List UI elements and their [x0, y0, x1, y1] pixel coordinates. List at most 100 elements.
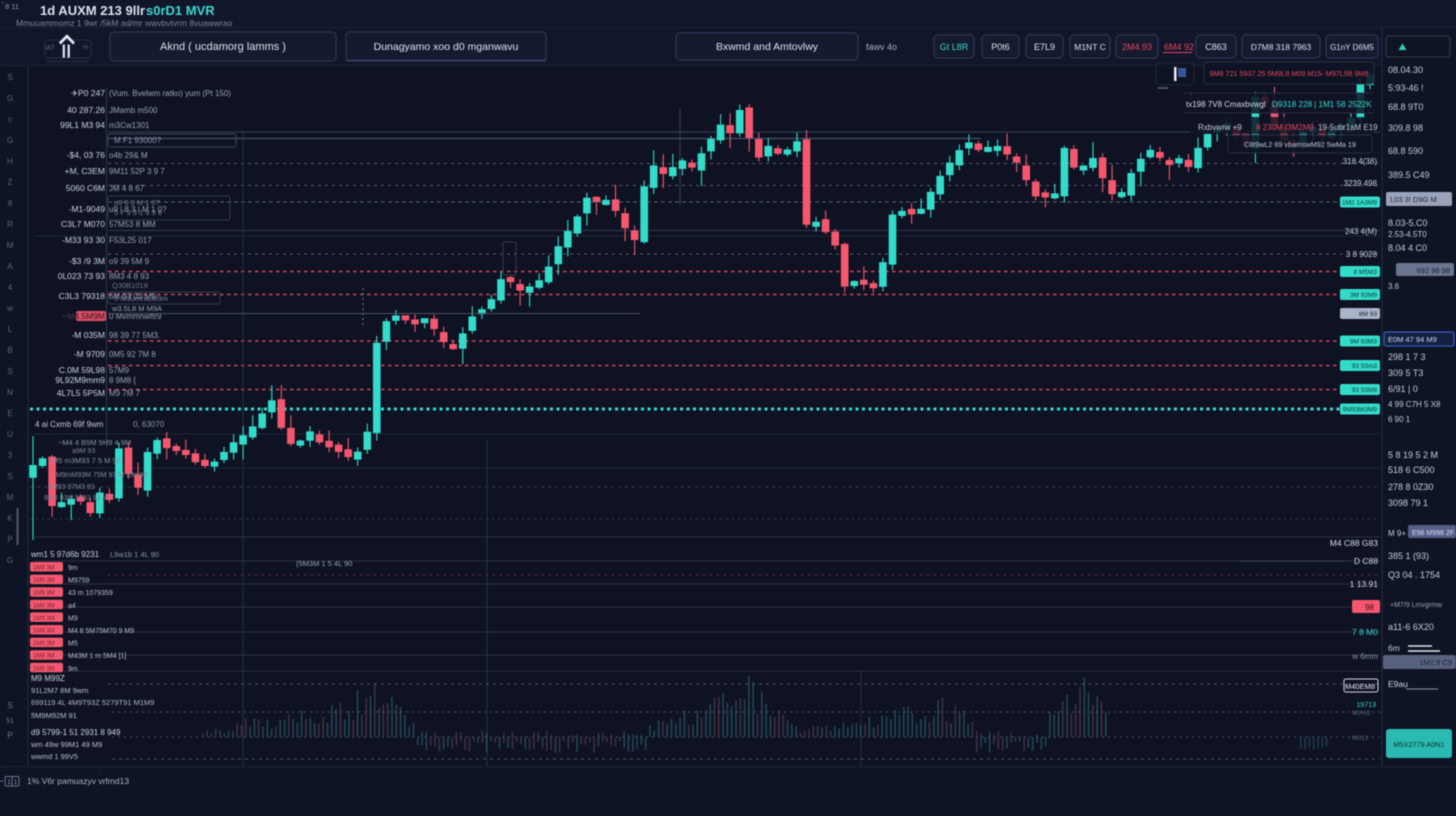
svg-text:309 5 T3: 309 5 T3: [1388, 368, 1423, 378]
svg-text:5M9M92M 91: 5M9M92M 91: [31, 711, 77, 720]
svg-text:N: N: [7, 388, 13, 397]
svg-text:M4 8 5M75M70 9 M9: M4 8 5M75M70 9 M9: [68, 628, 134, 635]
svg-text:8 M5M3: 8 M5M3: [1354, 269, 1378, 276]
svg-text:57M9: 57M9: [109, 366, 130, 375]
svg-text:o9 39 5M 9: o9 39 5M 9: [109, 257, 150, 266]
svg-text:a4: a4: [68, 603, 76, 610]
svg-text:C8t9wL2 69 vbamswM92 5wMa 19: C8t9wL2 69 vbamswM92 5wMa 19: [1244, 140, 1356, 149]
svg-text:4 ai Cxmb 69f 9wm: 4 ai Cxmb 69f 9wm: [35, 420, 104, 429]
svg-text:F53L25 017: F53L25 017: [109, 236, 152, 245]
svg-text:8M0 93M 5793 93 M: 8M0 93M 5793 93 M: [44, 495, 108, 502]
svg-text:M4 C88 G83: M4 C88 G83: [1330, 538, 1378, 548]
svg-text:Q30B1018: Q30B1018: [112, 281, 148, 290]
svg-text:+M, C3EM: +M, C3EM: [65, 166, 105, 176]
svg-text:D7M8 318 7963: D7M8 318 7963: [1251, 42, 1312, 52]
svg-text:M9mM93M 75M 93 M 93m93: M9mM93M 75M 93 M 93m93: [56, 472, 148, 479]
svg-text:E98 M998 2F: E98 M998 2F: [1412, 530, 1454, 537]
svg-text:1M9 3M: 1M9 3M: [33, 666, 55, 672]
svg-text:a9M 93: a9M 93: [72, 448, 95, 455]
svg-text:wm 49w 99M1 49 M9: wm 49w 99M1 49 M9: [30, 740, 102, 749]
svg-text:-$4, 03 76: -$4, 03 76: [67, 150, 106, 160]
svg-text:M 9+: M 9+: [1388, 529, 1406, 538]
svg-text:E0M 47 94 M9: E0M 47 94 M9: [1388, 335, 1437, 344]
svg-text:tx198 7V8 Cmaxbvwgl: tx198 7V8 Cmaxbvwgl: [1186, 100, 1266, 109]
svg-text:M43M 1 m 5M4 [1]: M43M 1 m 5M4 [1]: [68, 653, 126, 660]
svg-text:~M4 4 B5M 9H9 4 9M: ~M4 4 B5M 9H9 4 9M: [58, 438, 131, 447]
svg-text:5060 C6M: 5060 C6M: [66, 183, 105, 193]
svg-text:4 99 C7H 5 X8: 4 99 C7H 5 X8: [1388, 400, 1441, 409]
svg-text:1: 1: [7, 780, 11, 786]
svg-text:U: U: [7, 430, 13, 439]
svg-text:d9 5799-1 51 2931 8 949: d9 5799-1 51 2931 8 949: [31, 728, 121, 737]
svg-text:98 39 77 5M3.: 98 39 77 5M3.: [109, 331, 160, 340]
svg-text:C3L3 79318: C3L3 79318: [59, 291, 106, 301]
svg-text:w 6mm: w 6mm: [1351, 652, 1378, 661]
svg-text:0 Mvmmnwftr9: 0 Mvmmnwftr9: [109, 312, 162, 321]
svg-text:4L7L5 5P5M: 4L7L5 5P5M: [57, 388, 105, 398]
svg-text:3239 498: 3239 498: [1344, 179, 1378, 188]
svg-text:51: 51: [6, 718, 14, 725]
svg-text:Bxwmd and Amtovlwy: Bxwmd and Amtovlwy: [716, 41, 819, 53]
svg-text:699119 4L 4M9T93Z 5279T91 M1M9: 699119 4L 4M9T93Z 5279T91 M1M9: [31, 698, 154, 707]
svg-text:91L2M7 8M 9wm: 91L2M7 8M 9wm: [31, 686, 89, 695]
svg-text:G: G: [7, 94, 13, 103]
svg-text:E9au: E9au: [1388, 679, 1408, 689]
svg-text:3 8 9028: 3 8 9028: [1346, 250, 1378, 259]
svg-text:a11-6 6X20: a11-6 6X20: [1388, 622, 1434, 632]
svg-text:8 230M /3M2M9: 8 230M /3M2M9: [1256, 123, 1314, 132]
svg-text:1 13.91: 1 13.91: [1350, 579, 1379, 589]
svg-text:G: G: [7, 136, 13, 145]
svg-text:M9 M99Z: M9 M99Z: [31, 674, 65, 683]
svg-text:1: 1: [14, 780, 18, 786]
svg-text:389.5 C49: 389.5 C49: [1388, 170, 1430, 180]
svg-text:✈: ✈: [71, 89, 78, 98]
svg-text:1M9 3M: 1M9 3M: [33, 578, 55, 584]
svg-text:6m: 6m: [1388, 643, 1400, 653]
svg-text:D9318 228: D9318 228: [1272, 100, 1313, 109]
svg-text:1M9 3M: 1M9 3M: [33, 603, 55, 609]
svg-text:6M 03 03 M9: 6M 03 03 M9: [109, 292, 156, 301]
svg-text:5M93 97M3 93: 5M93 97M3 93: [48, 484, 95, 491]
svg-text:08.04.30: 08.04.30: [1388, 65, 1423, 75]
svg-text:w: w: [6, 304, 13, 313]
svg-text:wwmd 1 99V5: wwmd 1 99V5: [30, 752, 78, 761]
svg-text:M: M: [7, 241, 14, 250]
svg-text:·: ·: [99, 766, 102, 775]
svg-text:Mmuuammomz 1 9wr /5kM ad/mr ww: Mmuuammomz 1 9wr /5kM ad/mr wwvbvtvrm 8v…: [16, 18, 233, 28]
svg-text:u9 | 8 3 | M 1 0?: u9 | 8 3 | M 1 0?: [109, 205, 167, 214]
svg-text:6M4 92: 6M4 92: [1164, 42, 1194, 52]
svg-text:9M93M3M9: 9M93M3M9: [1343, 407, 1378, 414]
svg-text:1M9 3M: 1M9 3M: [33, 616, 55, 622]
svg-text:5 M3umnatM9m: 5 M3umnatM9m: [114, 294, 168, 303]
svg-text:8M 93: 8M 93: [1359, 311, 1377, 318]
svg-text:1M9 3M: 1M9 3M: [33, 591, 55, 597]
svg-text:43 m 1079359: 43 m 1079359: [68, 590, 113, 597]
svg-text:Z: Z: [8, 178, 13, 187]
svg-text:1M2.9 C9: 1M2.9 C9: [1419, 658, 1452, 667]
svg-text:s0rD1 MVR: s0rD1 MVR: [146, 3, 215, 18]
svg-text:C863: C863: [1205, 42, 1227, 52]
svg-text:M9%3: M9%3: [1352, 710, 1371, 717]
svg-text:E7L9: E7L9: [1034, 42, 1055, 52]
svg-text:1M9 3M: 1M9 3M: [33, 641, 55, 647]
svg-text:(5M3M 1 5 4L 90: (5M3M 1 5 4L 90: [296, 559, 352, 568]
svg-text:M012: M012: [1352, 735, 1369, 742]
svg-text:~M4.5M9M: ~M4.5M9M: [62, 311, 105, 321]
svg-text:3.6: 3.6: [1388, 282, 1400, 291]
svg-text:40 287.26: 40 287.26: [67, 105, 105, 115]
svg-text:u9 8 3 M 1 0?: u9 8 3 M 1 0?: [114, 198, 160, 207]
svg-text:6/91 | 0: 6/91 | 0: [1388, 384, 1418, 394]
svg-text:JM 4 8 67: JM 4 8 67: [109, 184, 145, 193]
svg-text:8 9M8 [: 8 9M8 [: [109, 376, 136, 385]
svg-text:68.8 9T0: 68.8 9T0: [1388, 102, 1424, 112]
svg-text:m3Cw1301: m3Cw1301: [109, 121, 150, 130]
svg-text:P0 247: P0 247: [78, 88, 105, 98]
svg-text:1M9 3M: 1M9 3M: [33, 629, 55, 635]
svg-text:wm1 5 97d6b 9231: wm1 5 97d6b 9231: [30, 550, 100, 559]
svg-text:G: G: [7, 556, 13, 565]
svg-text:8.03-5.C0: 8.03-5.C0: [1388, 218, 1428, 228]
svg-text:6 90 1: 6 90 1: [1388, 415, 1411, 424]
svg-text:98: 98: [1365, 603, 1374, 612]
svg-text:1M9 3M: 1M9 3M: [33, 566, 55, 572]
svg-text:C.0M 59L98: C.0M 59L98: [59, 365, 106, 375]
